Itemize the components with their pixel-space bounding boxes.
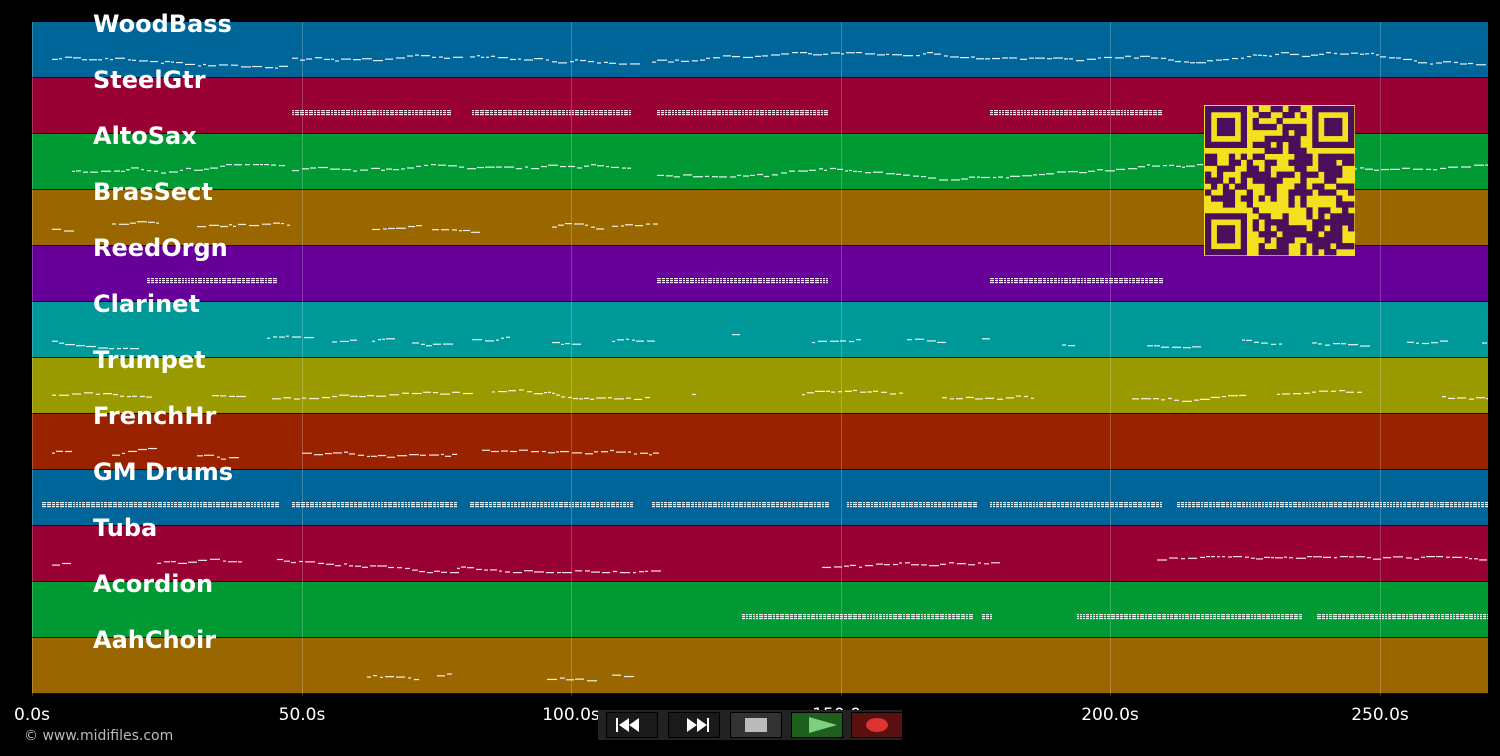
- note-marks: [52, 556, 1487, 574]
- record-icon: [866, 718, 888, 732]
- track-label: BrasSect: [93, 178, 213, 206]
- record-button[interactable]: [851, 712, 903, 738]
- note-marks: [367, 673, 634, 682]
- track-clarinet[interactable]: Clarinet: [32, 292, 1488, 358]
- gridline: [841, 22, 842, 696]
- tick-label: 250.0s: [1351, 705, 1409, 725]
- track-label: AltoSax: [93, 122, 197, 150]
- qr-code: [1204, 105, 1355, 256]
- note-marks: [52, 52, 1486, 69]
- track-woodbass[interactable]: WoodBass: [32, 12, 1488, 78]
- track-label: Acordion: [93, 570, 214, 598]
- track-label: Trumpet: [93, 346, 206, 374]
- track-label: SteelGtr: [93, 66, 206, 94]
- play-button[interactable]: [791, 712, 843, 738]
- gridline: [1380, 22, 1381, 696]
- tick-label: 200.0s: [1081, 705, 1139, 725]
- rewind-icon: [616, 718, 639, 732]
- track-aahchoir[interactable]: AahChoir: [32, 628, 1488, 694]
- track-trumpet[interactable]: Trumpet: [32, 348, 1488, 414]
- tick-label: 0.0s: [14, 705, 50, 725]
- track-label: ReedOrgn: [93, 234, 228, 262]
- gridline: [1110, 22, 1111, 696]
- note-marks: [292, 110, 1162, 116]
- note-marks: [742, 614, 1488, 620]
- track-label: AahChoir: [93, 626, 217, 654]
- transport-controls: [598, 710, 903, 740]
- fast-forward-button[interactable]: [668, 712, 720, 738]
- track-label: Tuba: [93, 514, 158, 542]
- note-marks: [147, 278, 1163, 284]
- gridline: [302, 22, 303, 696]
- track-tuba[interactable]: Tuba: [32, 516, 1488, 582]
- track-label: FrenchHr: [93, 402, 217, 430]
- note-marks: [42, 502, 1488, 508]
- gridline: [571, 22, 572, 696]
- track-label: Clarinet: [93, 290, 200, 318]
- tick-label: 100.0s: [542, 705, 600, 725]
- qr-code-icon: [1204, 105, 1355, 256]
- track-gm-drums[interactable]: GM Drums: [32, 460, 1488, 526]
- copyright-notice: © www.midifiles.com: [24, 728, 174, 744]
- note-marks: [52, 221, 658, 233]
- stop-button[interactable]: [730, 712, 782, 738]
- timeline: WoodBass SteelGtr AltoSax BrasSect ReedOrgn C…: [32, 12, 1488, 696]
- track-acordion[interactable]: Acordion: [32, 572, 1488, 638]
- play-icon: [809, 717, 837, 733]
- track-frenchhr[interactable]: FrenchHr: [32, 404, 1488, 470]
- note-marks: [52, 447, 659, 460]
- fast-forward-icon: [687, 718, 709, 732]
- stop-icon: [745, 718, 767, 732]
- gridline: [32, 22, 33, 696]
- note-marks: [52, 389, 1488, 402]
- note-marks: [52, 334, 1487, 350]
- tick-label: 50.0s: [278, 705, 326, 725]
- rewind-button[interactable]: [606, 712, 658, 738]
- track-label: GM Drums: [93, 458, 234, 486]
- track-label: WoodBass: [93, 10, 232, 38]
